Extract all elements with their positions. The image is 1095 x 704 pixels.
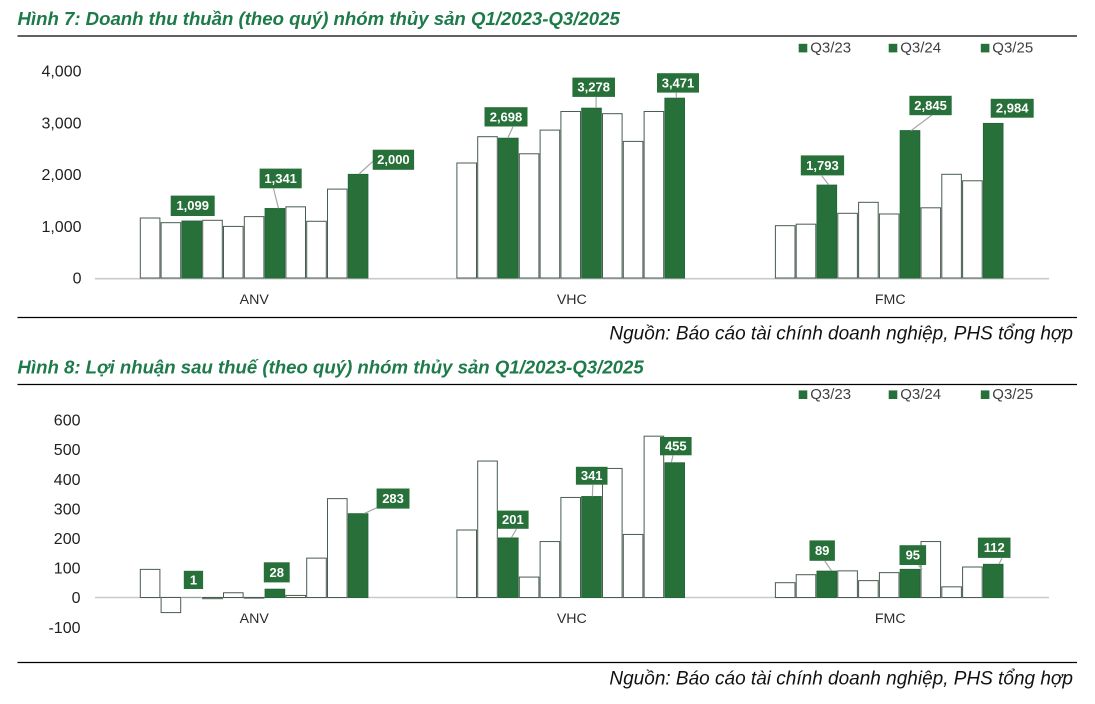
svg-text:FMC: FMC [875,611,906,627]
svg-text:455: 455 [665,439,687,454]
svg-text:1: 1 [190,572,197,587]
svg-text:1,099: 1,099 [176,198,209,213]
svg-text:2,000: 2,000 [41,167,81,184]
svg-text:341: 341 [581,468,603,483]
svg-text:3,471: 3,471 [662,75,695,90]
svg-text:100: 100 [54,561,81,578]
svg-text:89: 89 [815,543,829,558]
svg-text:600: 600 [54,413,81,430]
svg-text:4,000: 4,000 [41,64,81,81]
svg-text:Hình 8: Lợi nhuận sau thuế (th: Hình 8: Lợi nhuận sau thuế (theo quý) nh… [18,356,645,377]
svg-text:Nguồn: Báo cáo tài chính doanh: Nguồn: Báo cáo tài chính doanh nghiệp, P… [609,669,1073,690]
svg-text:500: 500 [54,442,81,459]
svg-text:300: 300 [54,501,81,518]
svg-text:201: 201 [502,512,524,527]
svg-text:-100: -100 [48,620,80,637]
svg-text:1,000: 1,000 [41,219,81,236]
svg-text:ANV: ANV [240,611,270,627]
svg-text:95: 95 [906,548,920,563]
svg-text:2,845: 2,845 [914,98,947,113]
svg-text:283: 283 [382,491,404,506]
svg-text:1,341: 1,341 [264,171,297,186]
svg-text:1,793: 1,793 [806,158,839,173]
svg-text:Hình 7: Doanh thu thuần (theo: Hình 7: Doanh thu thuần (theo quý) nhóm … [18,8,621,29]
svg-text:Q3/23: Q3/23 [810,386,851,403]
svg-text:2,984: 2,984 [996,101,1029,116]
svg-text:3,278: 3,278 [577,80,610,95]
svg-text:Q3/25: Q3/25 [992,386,1033,403]
svg-text:112: 112 [984,540,1005,555]
svg-text:VHC: VHC [557,292,587,308]
svg-text:0: 0 [73,271,82,288]
svg-text:3,000: 3,000 [41,115,81,132]
svg-text:Q3/24: Q3/24 [900,386,941,403]
svg-text:2,000: 2,000 [377,152,410,167]
svg-text:Q3/25: Q3/25 [992,40,1033,57]
svg-text:400: 400 [54,472,81,489]
svg-text:Nguồn: Báo cáo tài chính doanh: Nguồn: Báo cáo tài chính doanh nghiệp, P… [609,324,1073,345]
svg-text:200: 200 [54,531,81,548]
svg-text:ANV: ANV [240,292,270,308]
svg-text:FMC: FMC [875,292,906,308]
svg-text:Q3/23: Q3/23 [810,40,851,57]
svg-text:2,698: 2,698 [490,109,523,124]
svg-text:28: 28 [270,565,284,580]
svg-text:0: 0 [72,590,81,607]
svg-text:Q3/24: Q3/24 [900,40,941,57]
svg-text:VHC: VHC [557,611,587,627]
